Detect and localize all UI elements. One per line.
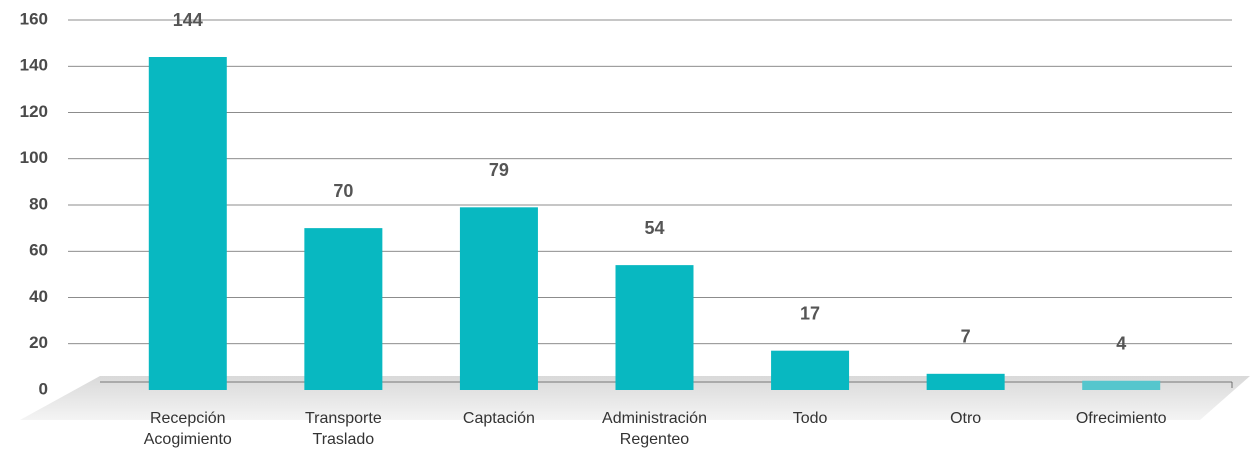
bar [459,207,538,390]
bar [1082,380,1161,390]
x-tick-label: Administración Regenteo [602,410,707,448]
value-label: 144 [173,10,203,30]
value-label: 70 [333,181,353,201]
y-tick-label: 0 [39,379,48,398]
y-tick-label: 140 [20,56,48,75]
value-label: 7 [961,327,971,347]
bar [926,373,1005,390]
y-tick-label: 40 [29,287,48,306]
x-tick-label: Ofrecimiento [1075,410,1167,427]
y-tick-label: 60 [29,241,48,260]
bar [304,228,383,390]
bar [771,350,850,390]
bar [615,265,694,390]
x-tick-label: Todo [792,410,828,427]
value-label: 79 [489,160,509,180]
x-tick-label: Recepción Acogimiento [143,410,232,448]
bar [148,57,227,390]
y-tick-label: 100 [20,148,48,167]
y-tick-label: 80 [29,194,48,213]
x-tick-label: Otro [950,410,982,427]
x-tick-label: Captación [462,410,535,427]
y-tick-label: 120 [20,102,48,121]
y-tick-label: 20 [29,333,48,352]
x-tick-label: Transporte Traslado [304,410,382,448]
value-label: 17 [800,303,820,323]
y-tick-label: 160 [20,9,48,28]
value-label: 54 [644,218,664,238]
value-label: 4 [1116,334,1126,354]
